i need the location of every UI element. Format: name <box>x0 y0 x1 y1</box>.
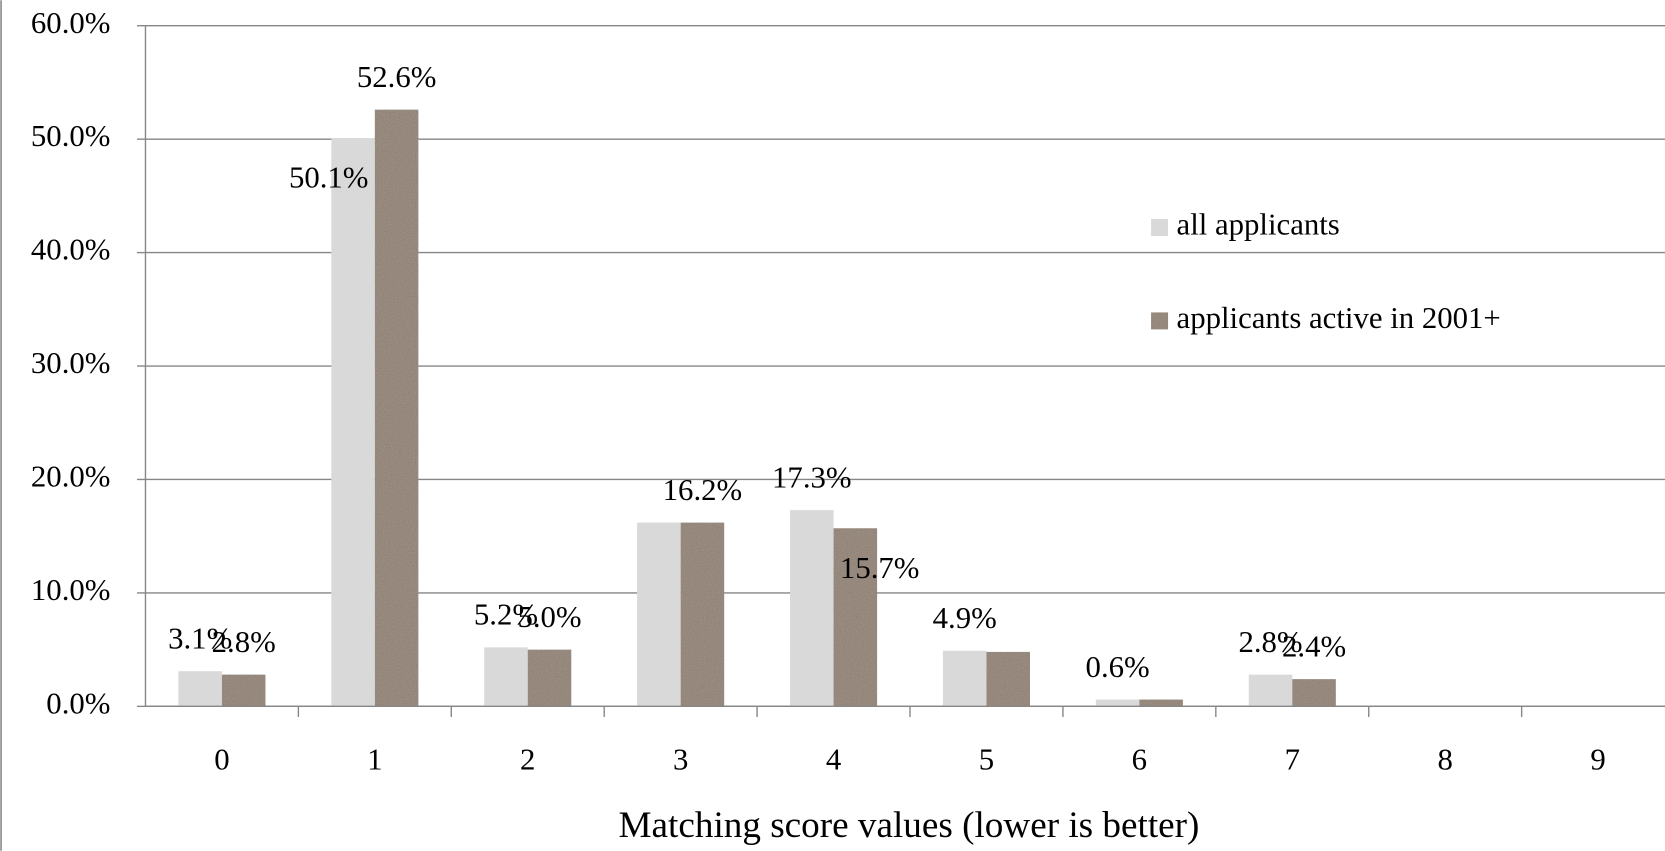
bar <box>1139 699 1183 707</box>
data-label: 52.6% <box>357 60 437 94</box>
bar <box>986 651 1031 707</box>
bar <box>374 109 419 707</box>
y-tick-label: 50.0% <box>31 119 111 153</box>
y-tick-label: 30.0% <box>31 346 111 380</box>
legend-swatch <box>1151 218 1169 236</box>
data-label: 5.2% <box>474 598 538 632</box>
legend-label: applicants active in 2001+ <box>1177 301 1501 335</box>
x-tick-label: 6 <box>1132 743 1147 777</box>
data-label: 5.0% <box>517 600 581 634</box>
y-tick-label: 0.0% <box>46 686 110 720</box>
bar <box>484 647 528 707</box>
x-tick-label: 7 <box>1285 743 1300 777</box>
data-label: 3.1% <box>168 622 232 656</box>
y-tick-label: 20.0% <box>31 460 111 494</box>
data-label: 2.4% <box>1282 629 1346 663</box>
x-tick-label: 9 <box>1590 743 1605 777</box>
x-tick-label: 5 <box>979 743 994 777</box>
y-tick-label: 10.0% <box>31 573 111 607</box>
x-axis-title: Matching score values (lower is better) <box>619 805 1200 846</box>
bar <box>527 649 572 707</box>
bar <box>833 528 878 707</box>
legend-label: all applicants <box>1177 208 1340 242</box>
data-label: 17.3% <box>772 460 852 494</box>
x-tick-label: 3 <box>673 743 688 777</box>
bar <box>221 674 266 707</box>
bar <box>680 522 725 707</box>
bar <box>942 650 987 707</box>
data-label: 4.9% <box>933 601 997 635</box>
bar <box>178 671 222 707</box>
data-label: 0.6% <box>1086 650 1150 684</box>
data-label: 2.8% <box>1238 625 1302 659</box>
data-label: 2.8% <box>212 625 276 659</box>
data-label: 15.7% <box>840 551 920 585</box>
x-tick-label: 2 <box>520 743 535 777</box>
bar <box>790 510 834 707</box>
data-label: 50.1% <box>289 161 369 195</box>
y-tick-label: 40.0% <box>31 233 111 267</box>
x-tick-label: 0 <box>214 743 229 777</box>
y-tick-label: 60.0% <box>31 6 111 40</box>
bar <box>331 138 375 707</box>
bar <box>1248 674 1293 707</box>
data-label: 16.2% <box>663 473 743 507</box>
x-tick-label: 1 <box>367 743 382 777</box>
bar <box>1095 699 1140 707</box>
x-tick-label: 4 <box>826 743 841 777</box>
legend-swatch <box>1151 312 1169 330</box>
bar <box>1292 679 1336 707</box>
bar <box>637 522 681 707</box>
x-tick-label: 8 <box>1437 743 1452 777</box>
